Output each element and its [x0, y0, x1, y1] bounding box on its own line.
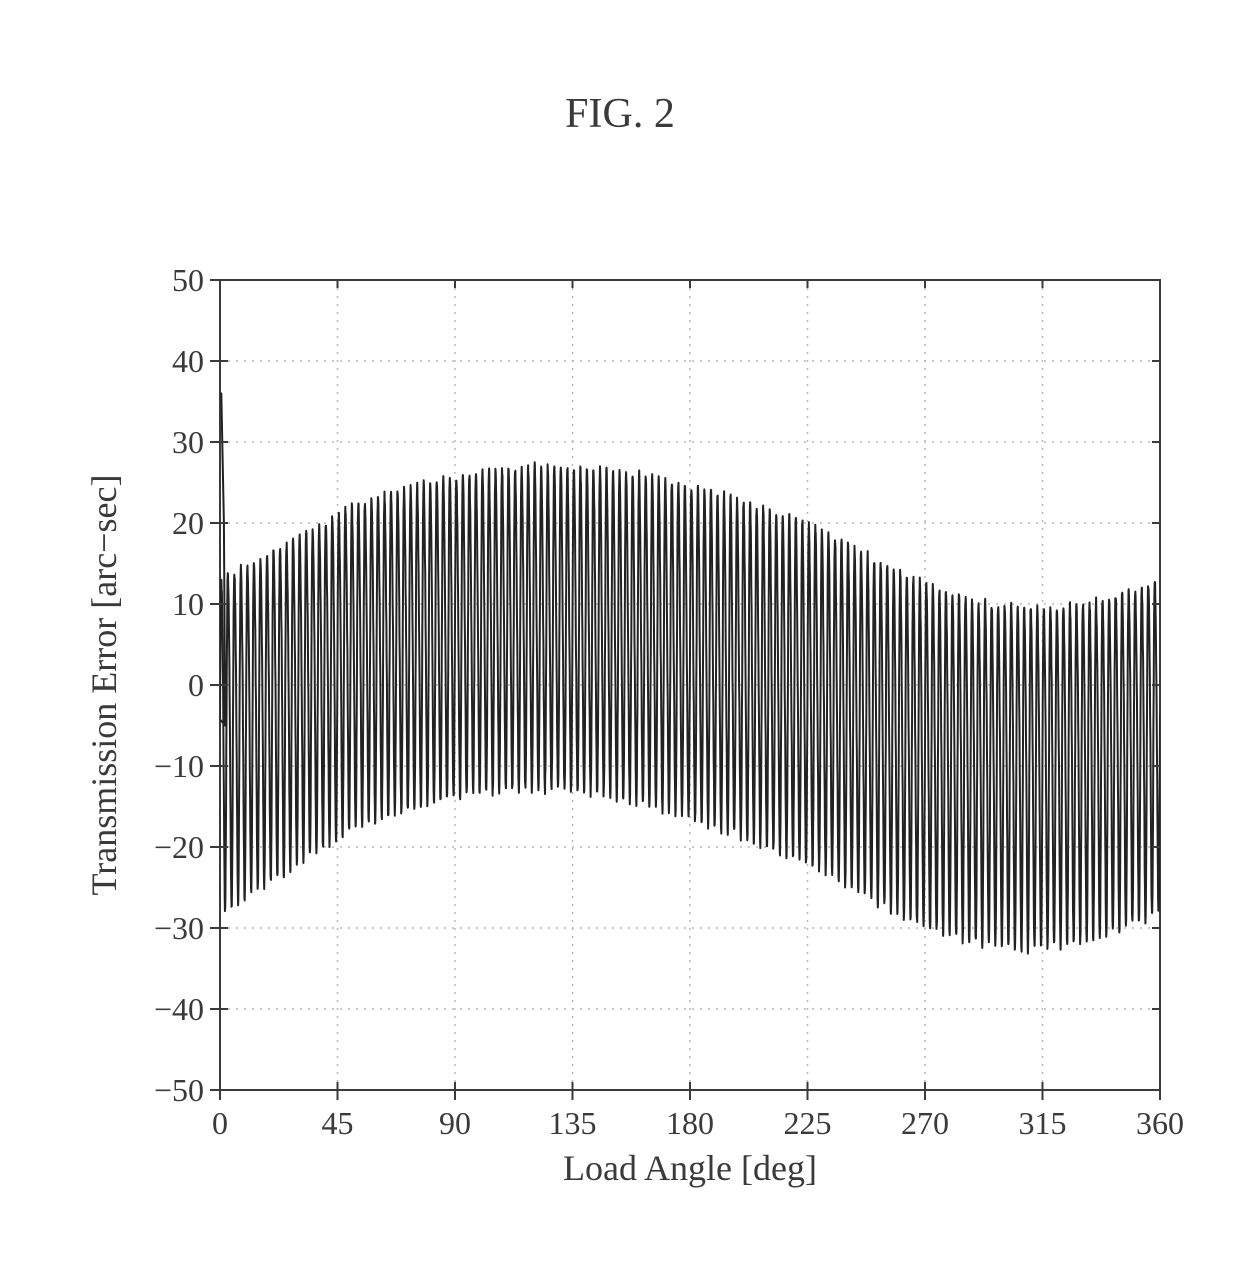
y-tick-label: −50 — [154, 1072, 204, 1108]
y-tick-label: −20 — [154, 829, 204, 865]
x-axis-label: Load Angle [deg] — [563, 1148, 817, 1188]
y-tick-label: 10 — [172, 586, 204, 622]
y-tick-label: 50 — [172, 262, 204, 298]
x-tick-label: 90 — [439, 1105, 471, 1141]
y-tick-label: 0 — [188, 667, 204, 703]
chart-svg: 0 45 90 135 180 225 270 315 360 −50 −40 −30 −20 −10 0 1… — [50, 260, 1190, 1220]
y-tick-label: 40 — [172, 343, 204, 379]
y-tick-label: −30 — [154, 910, 204, 946]
x-tick-label: 45 — [322, 1105, 354, 1141]
x-tick-label: 225 — [784, 1105, 832, 1141]
x-tick-label: 270 — [901, 1105, 949, 1141]
x-tick-label: 360 — [1136, 1105, 1184, 1141]
x-tick-label: 135 — [549, 1105, 597, 1141]
x-tick-label: 180 — [666, 1105, 714, 1141]
y-axis-label: Transmission Error [arc−sec] — [84, 475, 124, 896]
y-tick-label: −10 — [154, 748, 204, 784]
y-tick-label: −40 — [154, 991, 204, 1027]
x-tick-label: 0 — [212, 1105, 228, 1141]
x-tick-label: 315 — [1019, 1105, 1067, 1141]
y-tick-label: 30 — [172, 424, 204, 460]
y-tick-label: 20 — [172, 505, 204, 541]
transmission-error-chart: 0 45 90 135 180 225 270 315 360 −50 −40 −30 −20 −10 0 1… — [50, 260, 1190, 1220]
figure-title: FIG. 2 — [0, 90, 1240, 138]
